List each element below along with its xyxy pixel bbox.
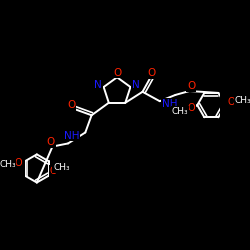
Text: O: O [47, 137, 55, 147]
Text: O: O [14, 158, 22, 168]
Text: O: O [113, 68, 121, 78]
Text: CH₃: CH₃ [53, 163, 70, 172]
Text: CH₃: CH₃ [172, 107, 188, 116]
Text: NH: NH [162, 98, 178, 108]
Text: O: O [187, 103, 195, 113]
Text: O: O [67, 100, 75, 110]
Text: O: O [228, 97, 235, 107]
Text: O: O [187, 81, 195, 91]
Text: CH₃: CH₃ [234, 96, 250, 105]
Text: N: N [94, 80, 102, 90]
Text: O: O [148, 68, 156, 78]
Text: O: O [50, 166, 58, 176]
Text: N: N [132, 80, 140, 90]
Text: CH₃: CH₃ [0, 160, 16, 169]
Text: NH: NH [64, 130, 79, 140]
